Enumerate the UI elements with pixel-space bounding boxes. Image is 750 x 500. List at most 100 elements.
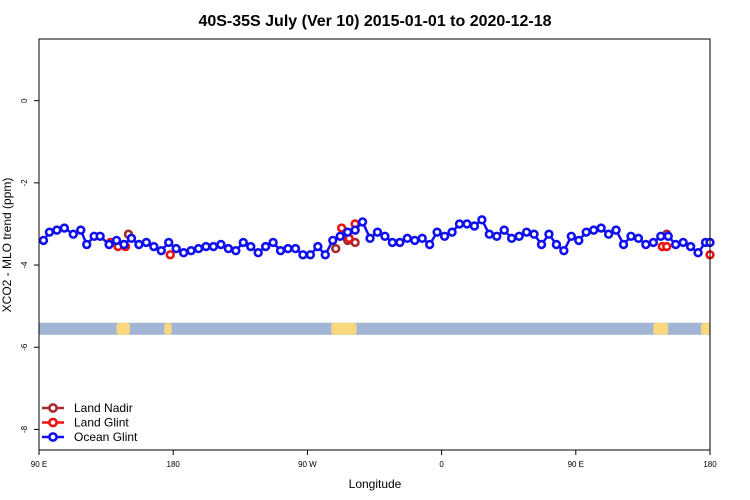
ocean-glint-point [581, 227, 591, 237]
ocean-glint-point [134, 239, 144, 250]
land-nadir-point [350, 237, 360, 248]
ocean-glint-point [626, 231, 636, 241]
legend-item-land-nadir: Land Nadir [42, 401, 133, 415]
ocean-glint-point [663, 231, 673, 241]
land-patch-3 [653, 322, 669, 335]
land-ocean-strip [39, 322, 710, 335]
x-tick-label: 180 [703, 460, 717, 469]
ocean-glint-point [111, 235, 122, 246]
land-glint-point [165, 250, 175, 260]
series-layer [38, 215, 715, 260]
x-tick-label: 90 E [568, 460, 584, 469]
ocean-glint-point [372, 227, 383, 237]
ocean-glint-point [671, 239, 681, 250]
ocean-glint-point [149, 241, 159, 252]
ocean-glint-point [454, 219, 465, 229]
ocean-glint-point [656, 231, 666, 241]
ocean-glint-point [574, 235, 584, 246]
land-patch-0 [116, 322, 130, 335]
ocean-glint-point [141, 237, 152, 248]
x-tick-label: 0 [439, 460, 444, 469]
ocean-glint-point [342, 227, 353, 237]
ocean-band [39, 322, 710, 335]
ocean-glint-point [544, 229, 554, 239]
ocean-glint-point [290, 243, 301, 254]
ocean-glint-point [253, 248, 263, 258]
ocean-glint-point [156, 245, 166, 256]
ocean-glint-point [559, 245, 569, 256]
ocean-glint-point [484, 229, 495, 239]
series-ocean-glint [38, 215, 715, 260]
ocean-glint-point [260, 241, 271, 252]
ocean-glint-point [76, 225, 86, 235]
ocean-glint-point [320, 250, 330, 260]
ocean-glint-point [164, 237, 174, 248]
x-axis-label: Longitude [349, 477, 402, 491]
ocean-glint-point [387, 237, 398, 248]
ocean-glint-point [246, 241, 256, 252]
ocean-glint-point [186, 245, 196, 256]
legend-item-ocean-glint: Ocean Glint [42, 430, 138, 444]
land-patch-2 [331, 322, 357, 335]
legend-marker [48, 417, 58, 428]
legend-label: Land Nadir [74, 401, 133, 415]
ocean-glint-point [178, 248, 189, 258]
y-tick-label: -8 [20, 425, 29, 433]
land-glint-point [336, 223, 347, 233]
ocean-glint-point [275, 245, 286, 256]
ocean-glint-point [648, 237, 659, 248]
ocean-glint-point [193, 243, 204, 254]
ocean-glint-point [201, 241, 211, 252]
ocean-glint-point [678, 237, 688, 248]
x-tick-label: 180 [167, 460, 181, 469]
ocean-glint-point [693, 248, 703, 258]
ocean-glint-point [551, 239, 562, 250]
ocean-glint-point [335, 231, 345, 241]
ocean-glint-point [439, 231, 450, 241]
ocean-glint-point [82, 239, 92, 250]
ocean-glint-point [506, 233, 517, 244]
ocean-glint-point [305, 250, 316, 260]
ocean-glint-point [52, 225, 62, 235]
ocean-glint-point [633, 233, 644, 244]
legend-label: Land Glint [74, 416, 129, 430]
ocean-glint-point [119, 239, 129, 250]
ocean-glint-point [95, 231, 105, 241]
ocean-glint-point [395, 237, 405, 248]
ocean-glint-point [618, 239, 629, 250]
ocean-glint-point [104, 239, 114, 250]
ocean-glint-point [68, 229, 78, 239]
land-patch-1 [164, 322, 172, 335]
ocean-glint-point [477, 215, 487, 225]
y-tick-label: 0 [20, 98, 29, 103]
ocean-glint-point [38, 235, 49, 246]
x-axis: 90 E 180 90 W 0 90 E 180 [31, 450, 717, 469]
ocean-glint-point [596, 223, 606, 233]
ocean-glint-point [469, 221, 480, 231]
ocean-glint-point [238, 237, 248, 248]
ocean-glint-point [208, 241, 219, 252]
ocean-glint-point [59, 223, 70, 233]
ocean-glint-point [424, 239, 435, 250]
ocean-glint-point [685, 241, 696, 252]
legend-marker [48, 403, 58, 413]
land-nadir-point [331, 243, 341, 254]
ocean-glint-point [603, 229, 614, 239]
ocean-glint-point [357, 217, 368, 227]
y-axis: 0 -2 -4 -6 -8 [20, 98, 39, 433]
ocean-glint-point [126, 233, 137, 244]
ocean-glint-point [328, 235, 338, 246]
ocean-glint-point [566, 231, 577, 241]
ocean-glint-point [529, 229, 539, 239]
y-axis-label: XCO2 - MLO trend (ppm) [0, 178, 14, 313]
ocean-glint-point [521, 227, 532, 237]
ocean-glint-point [611, 225, 621, 235]
ocean-glint-point [223, 243, 234, 254]
land-glint-point [662, 241, 672, 252]
x-tick-label: 90 W [298, 460, 317, 469]
ocean-glint-point [514, 231, 524, 241]
ocean-glint-point [641, 239, 651, 250]
legend-marker [48, 432, 58, 442]
ocean-glint-point [313, 241, 323, 252]
ocean-glint-point [410, 235, 420, 246]
